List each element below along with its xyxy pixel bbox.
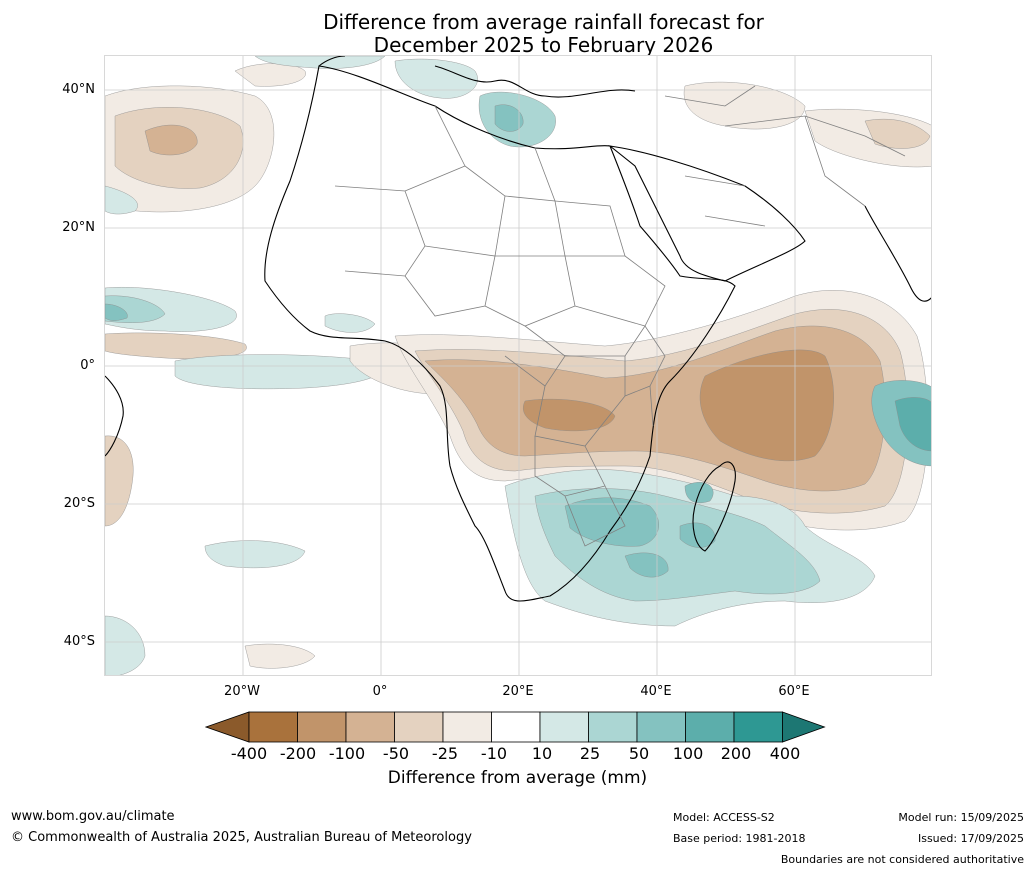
map-title-line-2: December 2025 to February 2026 bbox=[373, 33, 714, 57]
model-text: Model: ACCESS-S2 bbox=[673, 811, 775, 824]
colorbar-cell bbox=[491, 711, 541, 743]
lon-label-20w: 20°W bbox=[224, 684, 260, 699]
website-text: www.bom.gov.au/climate bbox=[11, 809, 175, 824]
colorbar-cell bbox=[297, 711, 347, 743]
lon-label-40e: 40°E bbox=[640, 684, 672, 699]
colorbar-label: 100 bbox=[672, 744, 704, 763]
colorbar-cell bbox=[345, 711, 395, 743]
model-run-text: Model run: 15/09/2025 bbox=[898, 811, 1024, 824]
lat-label-40n: 40°N bbox=[62, 82, 95, 97]
colorbar bbox=[205, 711, 826, 743]
map-canvas bbox=[105, 56, 931, 675]
issued-text: Issued: 17/09/2025 bbox=[917, 832, 1024, 845]
colorbar-label: 200 bbox=[720, 744, 752, 763]
colorbar-cell bbox=[539, 711, 589, 743]
lat-label-20n: 20°N bbox=[62, 220, 95, 235]
lat-label-equator: 0° bbox=[80, 358, 95, 373]
colorbar-label: 25 bbox=[579, 744, 601, 763]
anomaly-fields bbox=[105, 56, 931, 675]
colorbar-label: -100 bbox=[328, 744, 366, 763]
colorbar-label: -400 bbox=[230, 744, 268, 763]
lon-label-60e: 60°E bbox=[778, 684, 810, 699]
colorbar-label: -10 bbox=[480, 744, 508, 763]
colorbar-arrow-low bbox=[205, 711, 250, 743]
rainfall-anomaly-map bbox=[104, 55, 932, 676]
colorbar-arrow-high bbox=[782, 711, 826, 743]
country-borders bbox=[334, 85, 906, 547]
lat-label-40s: 40°S bbox=[63, 634, 95, 649]
colorbar-label: -25 bbox=[431, 744, 459, 763]
lon-label-0: 0° bbox=[372, 684, 388, 699]
colorbar-cell bbox=[588, 711, 638, 743]
lat-label-20s: 20°S bbox=[63, 496, 95, 511]
colorbar-cell bbox=[248, 711, 298, 743]
colorbar-cell bbox=[394, 711, 444, 743]
colorbar-label: -200 bbox=[279, 744, 317, 763]
coastlines bbox=[105, 56, 931, 602]
colorbar-cell bbox=[685, 711, 735, 743]
colorbar-cell bbox=[442, 711, 492, 743]
copyright-text: © Commonwealth of Australia 2025, Austra… bbox=[11, 830, 472, 845]
colorbar-title: Difference from average (mm) bbox=[387, 768, 648, 788]
colorbar-label: 400 bbox=[769, 744, 801, 763]
colorbar-label: -50 bbox=[382, 744, 410, 763]
base-period-text: Base period: 1981-2018 bbox=[673, 832, 806, 845]
lon-label-20e: 20°E bbox=[502, 684, 534, 699]
colorbar-cell bbox=[733, 711, 783, 743]
map-title-line-1: Difference from average rainfall forecas… bbox=[323, 10, 764, 34]
colorbar-label: 10 bbox=[531, 744, 553, 763]
disclaimer-text: Boundaries are not considered authoritat… bbox=[780, 853, 1024, 866]
colorbar-label: 50 bbox=[628, 744, 650, 763]
colorbar-cell bbox=[636, 711, 686, 743]
